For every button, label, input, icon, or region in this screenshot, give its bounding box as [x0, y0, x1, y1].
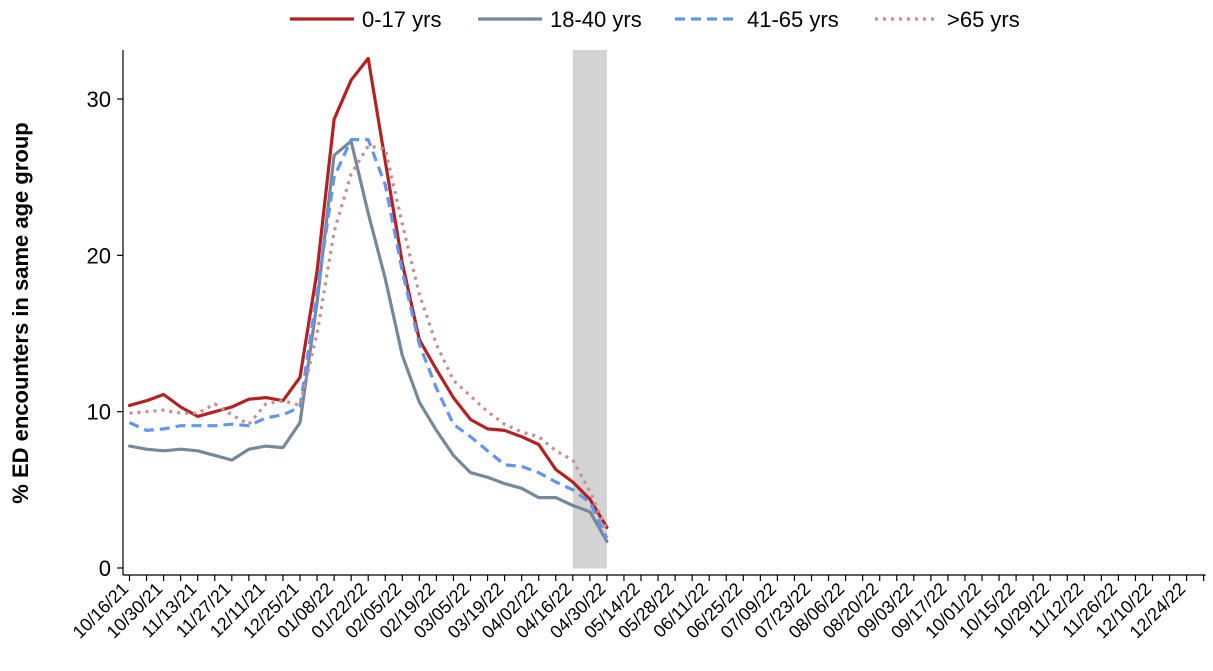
y-tick-label: 0 — [99, 556, 111, 581]
legend-label: 0-17 yrs — [362, 7, 441, 32]
shaded-region — [572, 50, 607, 569]
series-line-65-yrs — [129, 144, 609, 532]
y-tick-label: 10 — [87, 400, 111, 425]
y-axis-label: % ED encounters in same age group — [8, 122, 33, 503]
series-line-0-17-yrs — [127, 56, 609, 530]
y-tick-label: 20 — [87, 243, 111, 268]
legend-label: >65 yrs — [947, 7, 1020, 32]
series-lines — [127, 56, 609, 544]
series-line-41-65-yrs — [128, 138, 609, 539]
legend-label: 18-40 yrs — [550, 7, 642, 32]
series-line-18-40-yrs — [127, 139, 609, 544]
legend: 0-17 yrs 18-40 yrs 41-65 yrs >65 yrs — [290, 7, 1020, 32]
axes: 010203010/16/2110/30/2111/13/2111/27/211… — [69, 50, 1206, 642]
legend-label: 41-65 yrs — [747, 7, 839, 32]
shaded-band — [572, 50, 607, 569]
y-tick-label: 30 — [87, 87, 111, 112]
